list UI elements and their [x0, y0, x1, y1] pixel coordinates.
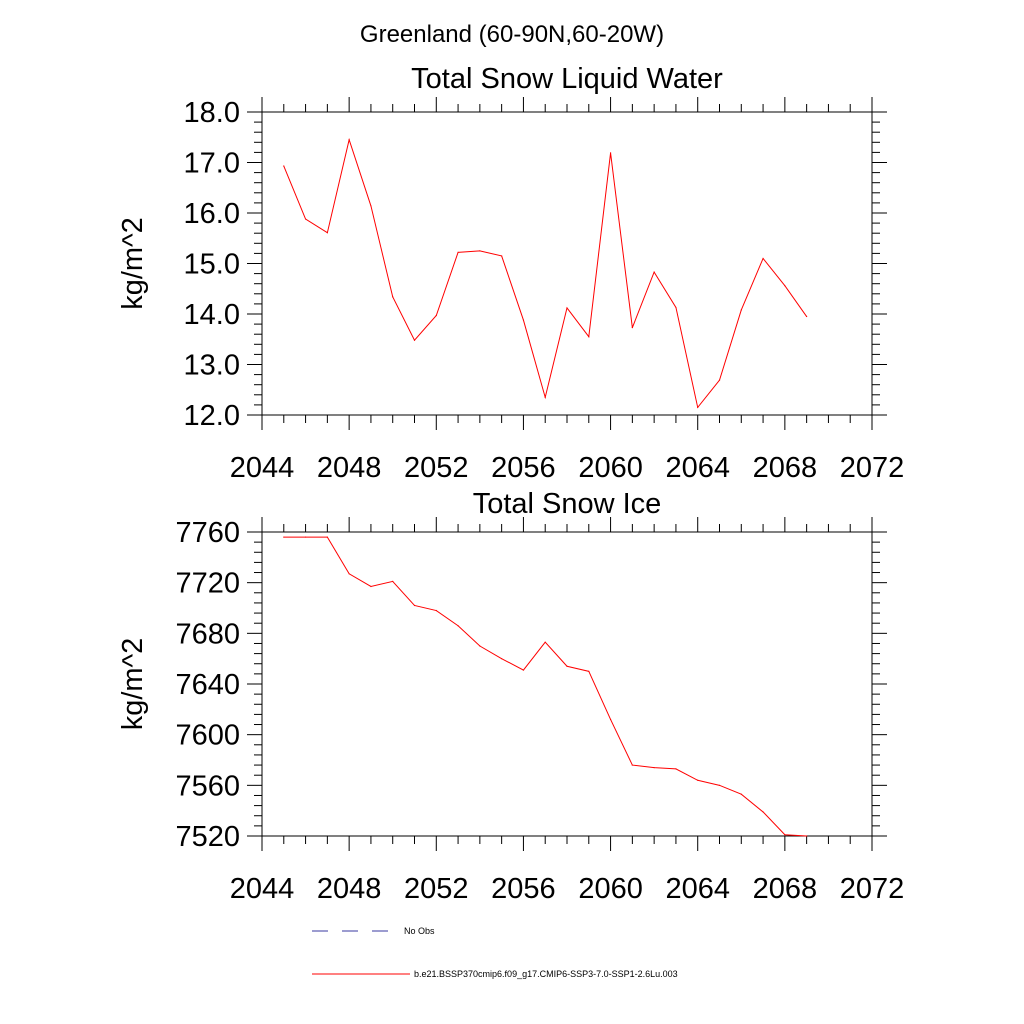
data-point [370, 205, 372, 207]
panel-snow-liquid-water: Total Snow Liquid Water kg/m^2 2044 2048 205… [117, 63, 904, 484]
data-point [609, 152, 612, 154]
data-point [653, 767, 655, 769]
y-tick-label: 15.0 [184, 249, 240, 281]
data-point [784, 285, 786, 287]
y-tick-label: 7520 [175, 821, 240, 853]
data-point [544, 641, 546, 643]
y-tick-label: 7560 [175, 770, 240, 802]
x-tick-label: 2052 [404, 452, 469, 484]
x-tick-label: 2064 [665, 873, 730, 905]
data-point [697, 406, 699, 409]
x-tick-label: 2056 [491, 873, 556, 905]
figure-title: Greenland (60-90N,60-20W) [360, 21, 664, 48]
data-point [740, 793, 742, 795]
data-point [326, 232, 328, 234]
data-point [479, 250, 481, 252]
data-point [392, 580, 394, 583]
y-axis-label: kg/m^2 [117, 638, 149, 731]
y-tick-label: 16.0 [184, 198, 240, 230]
data-point [413, 339, 416, 341]
series-line [283, 536, 807, 837]
x-tick-label: 2044 [230, 873, 295, 905]
x-tick-label: 2048 [317, 452, 382, 484]
data-point [479, 645, 481, 647]
data-point [675, 768, 677, 770]
data-point [501, 658, 503, 660]
x-tick-label: 2060 [578, 873, 643, 905]
y-axis-label: kg/m^2 [117, 217, 149, 310]
data-point [806, 835, 808, 837]
data-point [653, 271, 655, 273]
plot-frame [261, 111, 873, 416]
y-tick-label: 7640 [175, 669, 240, 701]
panel-title: Total Snow Ice [473, 488, 662, 520]
data-point [762, 811, 764, 813]
data-point [392, 296, 394, 298]
x-tick-label: 2052 [404, 873, 469, 905]
y-tick-label: 17.0 [184, 148, 240, 180]
data-point [435, 314, 437, 317]
data-point [522, 319, 525, 321]
y-tick-label: 18.0 [184, 97, 240, 129]
data-point [304, 218, 307, 220]
legend: No Obs b.e21.BSSP370cmip6.f09_g17.CMIP6-… [312, 926, 678, 979]
data-point [697, 779, 699, 781]
data-point [588, 336, 590, 338]
data-point [413, 604, 416, 607]
plot-frame [261, 531, 873, 837]
x-tick-label: 2064 [665, 452, 730, 484]
y-tick-label: 12.0 [184, 400, 240, 432]
data-point [457, 251, 459, 253]
data-point [588, 670, 590, 672]
y-tick-label: 7720 [175, 568, 240, 600]
x-tick-label: 2060 [578, 452, 643, 484]
data-point [718, 379, 721, 381]
legend-label-no-obs: No Obs [404, 926, 435, 936]
y-tick-label: 7680 [175, 618, 240, 650]
data-point [283, 536, 285, 538]
data-point [326, 536, 328, 538]
y-tick-label: 14.0 [184, 299, 240, 331]
data-point [457, 625, 459, 627]
data-point [348, 139, 350, 141]
x-tick-label: 2068 [753, 452, 818, 484]
data-point [544, 396, 546, 398]
data-point [784, 834, 786, 836]
data-point [566, 665, 568, 667]
y-tick-label: 7760 [175, 517, 240, 549]
x-tick-label: 2044 [230, 452, 295, 484]
data-point [522, 669, 525, 671]
data-point [631, 327, 633, 329]
data-point [740, 309, 742, 311]
x-tick-label: 2072 [840, 873, 905, 905]
data-point [370, 585, 372, 588]
data-point [566, 307, 568, 309]
data-point [675, 306, 677, 309]
data-point [631, 764, 633, 766]
y-tick-label: 13.0 [184, 350, 240, 382]
x-tick-label: 2056 [491, 452, 556, 484]
y-tick-label: 7600 [175, 720, 240, 752]
series-line [283, 137, 808, 409]
x-tick-label: 2072 [840, 452, 905, 484]
data-point [435, 609, 437, 612]
x-tick-label: 2068 [753, 873, 818, 905]
data-point [348, 573, 350, 575]
data-point [304, 536, 307, 538]
data-point [806, 315, 808, 318]
data-point [283, 165, 285, 167]
data-point [501, 255, 503, 257]
panel-snow-ice: Total Snow Ice kg/m^2 2044 2048 2052 2056 2060… [117, 488, 904, 905]
data-point [718, 784, 721, 786]
x-tick-label: 2048 [317, 873, 382, 905]
legend-label-series: b.e21.BSSP370cmip6.f09_g17.CMIP6-SSP3-7.… [414, 969, 678, 979]
panel-title: Total Snow Liquid Water [411, 63, 723, 95]
data-point [609, 718, 612, 721]
data-point [762, 257, 764, 260]
